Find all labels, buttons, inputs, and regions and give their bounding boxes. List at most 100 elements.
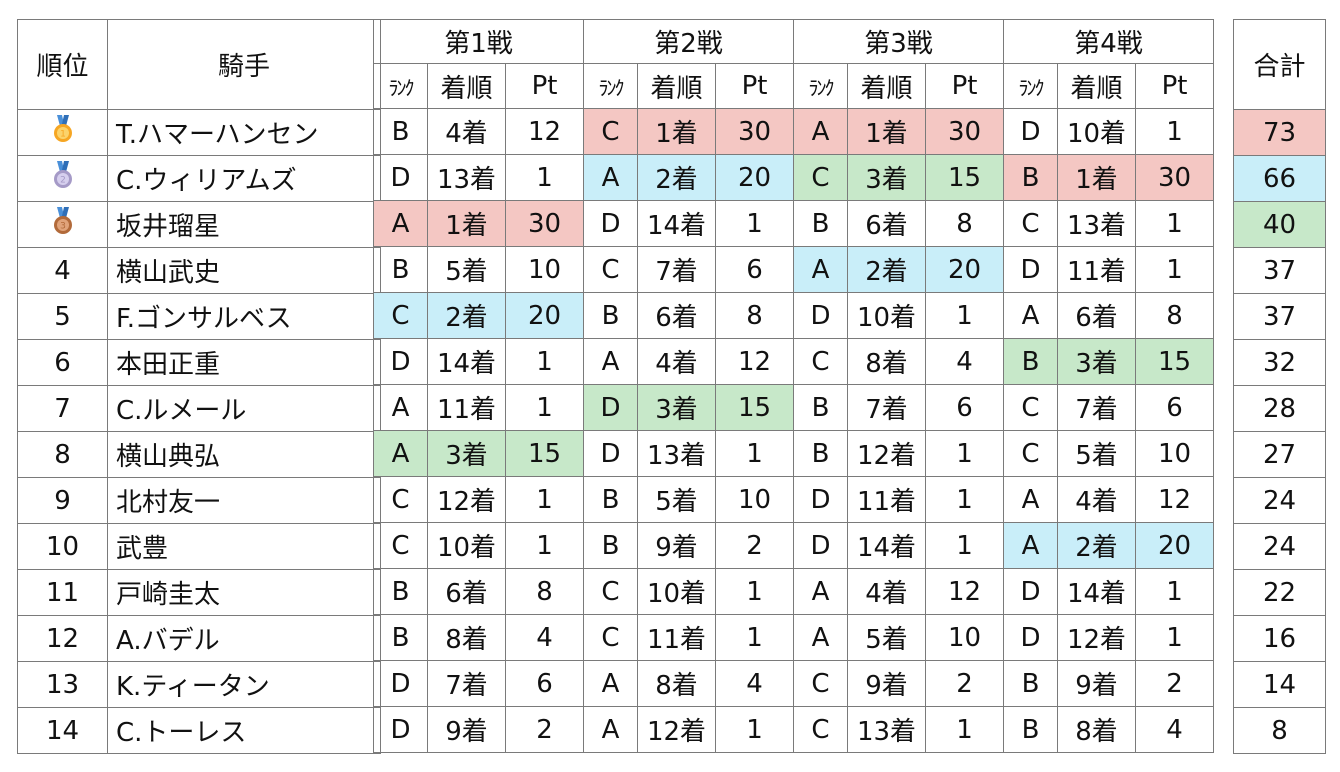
- race-finish-cell: 12着: [1057, 614, 1136, 661]
- races-table-body: B 4着 12 C 1着 30 A 1着 30 D 10着 1 D 13着 1 A 2着 20 C 3着 15 B 1着 30…: [373, 108, 1214, 753]
- race-4-header: 第4戦: [1003, 19, 1214, 64]
- total-table-body: 73 66 40 37 37 32 28 27 24 24 22 16 14 8: [1233, 109, 1326, 754]
- race-finish-cell: 7着: [427, 660, 506, 707]
- race-rank-cell: C: [1003, 384, 1058, 431]
- race-rank-cell: C: [793, 154, 848, 201]
- svg-text:2: 2: [60, 176, 66, 186]
- sub-header-finish: 着順: [637, 63, 716, 109]
- race-finish-cell: 3着: [1057, 338, 1136, 385]
- race-pt-cell: 12: [715, 338, 794, 385]
- sub-header-rank: ﾗﾝｸ: [793, 63, 848, 109]
- jockey-name-cell: C.トーレス: [107, 707, 381, 754]
- race-finish-cell: 10着: [637, 568, 716, 615]
- rank-cell: 2: [17, 155, 108, 202]
- race-pt-cell: 8: [925, 200, 1004, 247]
- gold-medal-icon: 1: [51, 115, 75, 150]
- race-rank-cell: A: [793, 246, 848, 293]
- race-rank-cell: A: [373, 384, 428, 431]
- total-cell: 14: [1233, 661, 1326, 708]
- table-row: 13 K.ティータン: [17, 661, 381, 708]
- sub-header-row: ﾗﾝｸ 着順 Pt ﾗﾝｸ 着順 Pt ﾗﾝｸ 着順 Pt ﾗﾝｸ 着順 Pt: [373, 63, 1214, 109]
- table-row: 27: [1233, 431, 1326, 478]
- table-row: 12 A.バデル: [17, 615, 381, 662]
- total-cell: 8: [1233, 707, 1326, 754]
- race-rank-cell: D: [373, 338, 428, 385]
- race-pt-cell: 6: [925, 384, 1004, 431]
- sub-header-rank: ﾗﾝｸ: [583, 63, 638, 109]
- race-finish-cell: 10着: [847, 292, 926, 339]
- race-pt-cell: 1: [925, 430, 1004, 477]
- rank-cell: 10: [17, 523, 108, 570]
- rank-cell: 1: [17, 109, 108, 156]
- sub-header-finish: 着順: [1057, 63, 1136, 109]
- race-pt-cell: 8: [1135, 292, 1214, 339]
- race-finish-cell: 7着: [847, 384, 926, 431]
- race-pt-cell: 15: [715, 384, 794, 431]
- race-rank-cell: A: [583, 706, 638, 753]
- race-rank-cell: C: [793, 660, 848, 707]
- race-rank-cell: C: [1003, 430, 1058, 477]
- jockey-name-cell: 横山武史: [107, 247, 381, 294]
- race-finish-cell: 5着: [1057, 430, 1136, 477]
- race-finish-cell: 8着: [637, 660, 716, 707]
- race-pt-cell: 15: [505, 430, 584, 477]
- race-rank-cell: B: [373, 614, 428, 661]
- race-rank-cell: C: [373, 476, 428, 523]
- table-row: D 13着 1 A 2着 20 C 3着 15 B 1着 30: [373, 154, 1214, 201]
- race-finish-cell: 9着: [1057, 660, 1136, 707]
- race-finish-cell: 1着: [847, 108, 926, 155]
- race-pt-cell: 1: [1135, 108, 1214, 155]
- rank-cell: 8: [17, 431, 108, 478]
- race-rank-cell: B: [583, 292, 638, 339]
- race-rank-cell: B: [793, 430, 848, 477]
- table-row: 7 C.ルメール: [17, 385, 381, 432]
- race-pt-cell: 10: [1135, 430, 1214, 477]
- race-pt-cell: 4: [1135, 706, 1214, 753]
- total-cell: 32: [1233, 339, 1326, 386]
- race-pt-cell: 1: [1135, 568, 1214, 615]
- table-row: 6 本田正重: [17, 339, 381, 386]
- sub-header-finish: 着順: [427, 63, 506, 109]
- race-pt-cell: 12: [925, 568, 1004, 615]
- race-finish-cell: 6着: [1057, 292, 1136, 339]
- race-pt-cell: 1: [1135, 200, 1214, 247]
- race-pt-cell: 4: [925, 338, 1004, 385]
- table-row: 9 北村友一: [17, 477, 381, 524]
- race-pt-cell: 1: [1135, 246, 1214, 293]
- race-rank-cell: D: [583, 200, 638, 247]
- race-finish-cell: 5着: [847, 614, 926, 661]
- race-pt-cell: 2: [505, 706, 584, 753]
- race-pt-cell: 20: [1135, 522, 1214, 569]
- race-pt-cell: 2: [925, 660, 1004, 707]
- race-pt-cell: 2: [1135, 660, 1214, 707]
- race-pt-cell: 1: [715, 200, 794, 247]
- race-rank-cell: A: [373, 430, 428, 477]
- race-finish-cell: 8着: [1057, 706, 1136, 753]
- race-pt-cell: 15: [1135, 338, 1214, 385]
- total-table: 合計 73 66 40 37 37 32 28 27 24 24 22 16 14 8: [1233, 19, 1326, 754]
- total-cell: 66: [1233, 155, 1326, 202]
- jockey-header: 騎手: [107, 19, 381, 110]
- race-rank-cell: D: [793, 292, 848, 339]
- race-finish-cell: 2着: [427, 292, 506, 339]
- rank-cell: 13: [17, 661, 108, 708]
- race-rank-cell: D: [583, 384, 638, 431]
- race-pt-cell: 6: [1135, 384, 1214, 431]
- race-rank-cell: B: [1003, 706, 1058, 753]
- rank-cell: 5: [17, 293, 108, 340]
- race-pt-cell: 12: [1135, 476, 1214, 523]
- race-rank-cell: A: [793, 568, 848, 615]
- race-rank-cell: D: [373, 154, 428, 201]
- race-pt-cell: 1: [925, 706, 1004, 753]
- jockey-name-cell: 北村友一: [107, 477, 381, 524]
- table-row: C 10着 1 B 9着 2 D 14着 1 A 2着 20: [373, 522, 1214, 569]
- races-table: 第1戦 第2戦 第3戦 第4戦 ﾗﾝｸ 着順 Pt ﾗﾝｸ 着順 Pt ﾗﾝｸ 着順 Pt ﾗﾝｸ…: [373, 19, 1214, 753]
- race-pt-cell: 1: [715, 430, 794, 477]
- bronze-medal-icon: 3: [51, 207, 75, 242]
- race-pt-cell: 1: [925, 476, 1004, 523]
- race-rank-cell: B: [793, 384, 848, 431]
- race-rank-cell: D: [793, 476, 848, 523]
- race-finish-cell: 10着: [427, 522, 506, 569]
- race-finish-cell: 3着: [847, 154, 926, 201]
- race-finish-cell: 11着: [1057, 246, 1136, 293]
